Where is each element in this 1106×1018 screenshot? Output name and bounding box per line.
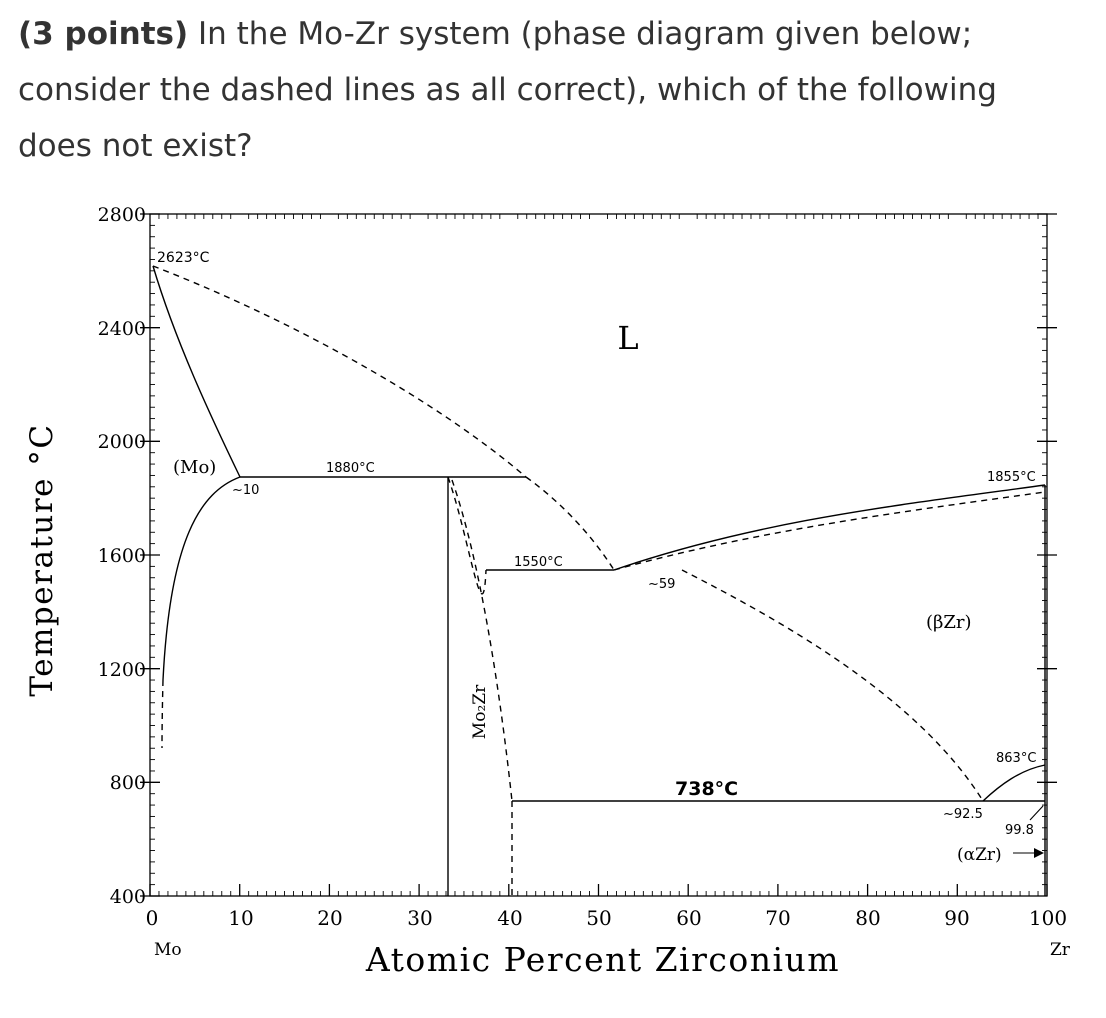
annot-1855: 1855°C [987, 470, 1036, 485]
plot-frame [149, 213, 1048, 897]
annot-2623: 2623°C [157, 250, 210, 266]
annot-99-8: 99.8 [1005, 823, 1034, 838]
label-alpha-zr: (αZr) [957, 845, 1002, 865]
dashed-boundaries [152, 265, 1046, 896]
annot-1550: 1550°C [514, 555, 563, 570]
x-tick-50: 50 [586, 906, 611, 930]
x-tick-20: 20 [317, 906, 342, 930]
x-tick-0: 0 [146, 906, 159, 930]
x-tick-70: 70 [765, 906, 790, 930]
beta-solvus-dashed [681, 569, 984, 802]
liquidus-to-peritectic [525, 476, 615, 571]
x-tick-40: 40 [497, 906, 522, 930]
x-end-zr: Zr [1050, 940, 1071, 960]
y-tick-2000: 2000 [98, 431, 146, 453]
x-tick-90: 90 [944, 906, 969, 930]
mo2zr-left-dashed [447, 476, 487, 595]
label-mo-phase: (Mo) [173, 457, 216, 478]
mo-liquidus-dashed [152, 265, 527, 478]
arrow-head-icon [1034, 848, 1044, 858]
y-tick-1600: 1600 [98, 545, 146, 567]
y-tick-2400: 2400 [98, 318, 146, 340]
annot-1880: 1880°C [326, 461, 375, 476]
minor-ticks [150, 214, 1047, 896]
question-body: In the Mo-Zr system (phase diagram given… [18, 16, 997, 164]
x-end-mo: Mo [154, 940, 182, 960]
label-mo2zr: Mo₂Zr [470, 684, 490, 739]
annot-92-5: ~92.5 [943, 807, 983, 822]
annot-738: 738°C [675, 778, 738, 800]
x-tick-30: 30 [407, 906, 432, 930]
mo-liquidus-solidus [152, 265, 241, 478]
annot-59: ~59 [648, 577, 675, 592]
pointer-99-8 [1029, 805, 1044, 821]
x-tick-60: 60 [676, 906, 701, 930]
x-tick-100: 100 [1029, 906, 1067, 930]
y-tick-800: 800 [110, 772, 146, 794]
x-tick-10: 10 [228, 906, 253, 930]
annot-10: ~10 [232, 483, 259, 498]
mo-solvus [162, 476, 241, 681]
alpha-beta-boundary [982, 764, 1046, 802]
y-tick-400: 400 [110, 886, 146, 908]
question-points: (3 points) [18, 16, 189, 52]
annot-863: 863°C [996, 751, 1036, 766]
label-beta-zr: (βZr) [926, 612, 972, 633]
mo2zr-right-dashed [451, 479, 513, 802]
y-tick-2800: 2800 [98, 204, 146, 226]
major-ticks [140, 213, 1057, 897]
x-tick-80: 80 [855, 906, 880, 930]
label-liquid: L [617, 319, 638, 357]
y-axis-title: Temperature °C [24, 423, 60, 696]
question-text: (3 points) In the Mo-Zr system (phase di… [18, 6, 1078, 174]
y-tick-1200: 1200 [98, 659, 146, 681]
solid-boundaries [152, 265, 1046, 896]
x-axis-title: Atomic Percent Zirconium [365, 940, 840, 979]
beta-liquidus [613, 484, 1046, 571]
mo-solvus-dashed [161, 679, 164, 749]
beta-solidus-dashed [613, 491, 1046, 571]
